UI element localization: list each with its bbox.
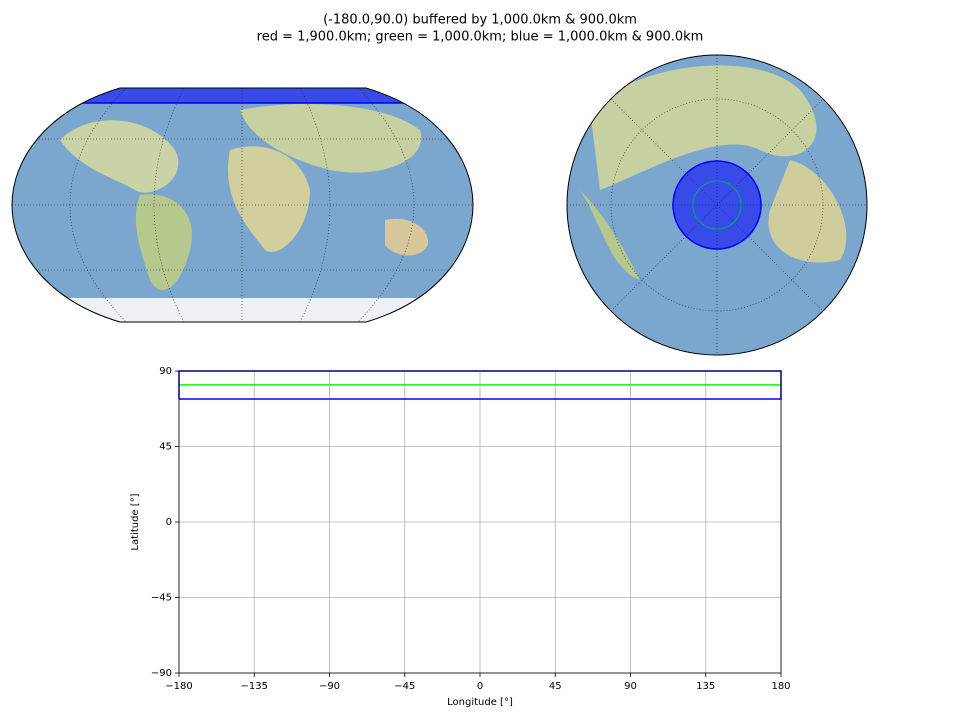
title: (-180.0,90.0) buffered by 1,000.0km & 90… <box>323 13 637 28</box>
plot-frame <box>178 370 782 674</box>
x-tick-label: 0 <box>477 681 483 692</box>
robinson-map <box>12 88 473 322</box>
x-tick-label: −180 <box>165 681 192 692</box>
x-axis-label: Longitude [°] <box>447 697 513 708</box>
y-tick-label: 45 <box>159 442 172 453</box>
y-tick-label: −90 <box>151 668 172 679</box>
subtitle: red = 1,900.0km; green = 1,000.0km; blue… <box>257 30 704 45</box>
y-tick-label: −45 <box>151 593 172 604</box>
map-frame <box>11 87 474 323</box>
x-tick-label: 180 <box>771 681 790 692</box>
x-tick-label: −45 <box>394 681 415 692</box>
x-tick-label: −135 <box>241 681 268 692</box>
y-tick-label: 90 <box>159 366 172 377</box>
x-tick-label: 135 <box>696 681 715 692</box>
x-tick-label: −90 <box>319 681 340 692</box>
x-tick-label: 45 <box>549 681 562 692</box>
y-axis-label: Latitude [°] <box>130 493 141 550</box>
orthographic-map <box>567 55 867 355</box>
y-tick-label: 0 <box>166 517 172 528</box>
x-tick-label: 90 <box>624 681 637 692</box>
map-frame <box>566 54 868 356</box>
